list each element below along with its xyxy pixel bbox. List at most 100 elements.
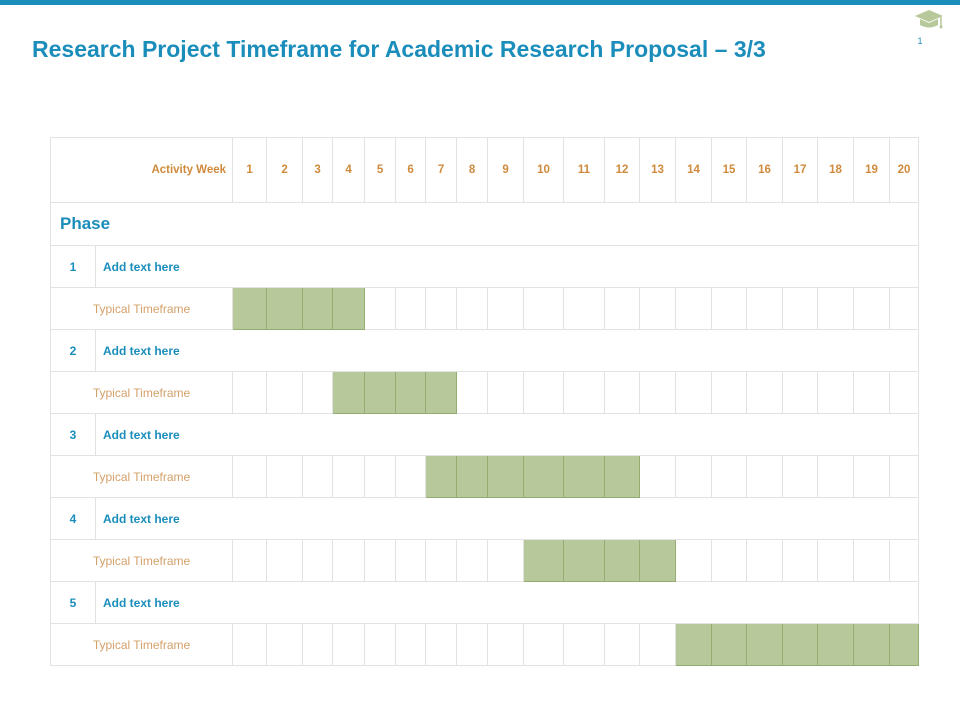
timeframe-bar-cell [364,371,397,414]
phase-item-label[interactable]: Add text here [95,497,919,540]
timeframe-cell [853,287,891,330]
timeframe-cell [395,455,427,498]
week-header: 11 [563,137,606,203]
timeframe-bar-cell [302,287,334,330]
timeframe-cell [266,371,304,414]
timeframe-cell [456,623,489,666]
timeframe-cell [604,623,641,666]
phase-item-label[interactable]: Add text here [95,329,919,372]
timeframe-cell [232,623,268,666]
timeframe-cell [302,455,334,498]
phase-item-row: 1 Add text here [50,245,919,288]
week-header: 14 [675,137,713,203]
timeframe-bar-cell [604,539,641,582]
phase-number: 1 [50,245,96,288]
timeframe-bar-cell [487,455,525,498]
timeframe-cell [639,455,677,498]
timeframe-bar-cell [817,623,855,666]
timeframe-cell [639,287,677,330]
timeframe-bar-cell [889,623,919,666]
timeframe-cell [332,455,366,498]
timeframe-cell [395,287,427,330]
timeframe-cell [266,623,304,666]
timeframe-bar-cell [563,539,606,582]
timeframe-bar-cell [332,371,366,414]
week-header: 1 [232,137,268,203]
timeframe-bar-cell [639,539,677,582]
timeframe-cell [302,539,334,582]
page-title: Research Project Timeframe for Academic … [32,36,766,62]
week-header: 7 [425,137,458,203]
phase-item-row: 3 Add text here [50,413,919,456]
timeframe-row: Typical Timeframe [49,371,919,414]
week-header: 15 [711,137,748,203]
timeframe-bar-cell [675,623,713,666]
week-header: 20 [889,137,919,203]
timeframe-cell [711,287,748,330]
timeframe-cell [425,623,458,666]
timeframe-label: Typical Timeframe [49,371,234,414]
timeframe-cell [425,287,458,330]
timeframe-cell [332,623,366,666]
timeframe-label: Typical Timeframe [49,287,234,330]
timeframe-row: Typical Timeframe [49,623,919,666]
timeframe-cell [456,371,489,414]
timeframe-bar-cell [232,287,268,330]
timeframe-cell [487,371,525,414]
phase-item-row: 2 Add text here [50,329,919,372]
timeframe-cell [746,287,784,330]
timeframe-cell [364,623,397,666]
timeframe-cell [425,539,458,582]
week-header: 19 [853,137,891,203]
phase-item-row: 4 Add text here [50,497,919,540]
timeframe-bar-cell [456,455,489,498]
timeframe-cell [266,539,304,582]
timeframe-cell [853,539,891,582]
timeframe-cell [817,539,855,582]
timeframe-cell [817,287,855,330]
timeframe-label: Typical Timeframe [49,455,234,498]
week-header: 13 [639,137,677,203]
week-header-row: Activity Week 1 2 3 4 5 6 7 8 9 10 11 12 13 14 15 16 17 18… [49,137,919,203]
week-header: 3 [302,137,334,203]
phase-item-label[interactable]: Add text here [95,581,919,624]
timeframe-cell [711,539,748,582]
timeframe-cell [889,371,919,414]
timeframe-cell [817,455,855,498]
week-header: 4 [332,137,366,203]
timeframe-cell [853,371,891,414]
timeframe-cell [889,287,919,330]
timeframe-bar-cell [853,623,891,666]
timeframe-label: Typical Timeframe [49,539,234,582]
timeframe-bar-cell [782,623,819,666]
week-header: 2 [266,137,304,203]
timeframe-cell [232,455,268,498]
timeframe-cell [782,287,819,330]
timeframe-cell [675,539,713,582]
phase-number: 4 [50,497,96,540]
timeframe-bar-cell [563,455,606,498]
phase-item-label[interactable]: Add text here [95,413,919,456]
timeframe-cell [302,623,334,666]
timeframe-cell [523,371,565,414]
timeframe-cell [604,287,641,330]
phase-item-label[interactable]: Add text here [95,245,919,288]
week-header: 6 [395,137,427,203]
timeframe-cell [746,455,784,498]
phase-number: 5 [50,581,96,624]
timeframe-cell [782,455,819,498]
timeframe-cell [395,623,427,666]
timeframe-bar-cell [746,623,784,666]
timeframe-cell [487,287,525,330]
timeframe-cell [523,287,565,330]
timeframe-bar-cell [604,455,641,498]
timeframe-cell [332,539,366,582]
timeframe-bar-cell [523,539,565,582]
timeframe-cell [364,455,397,498]
timeframe-cell [456,539,489,582]
timeframe-cell [782,371,819,414]
timeframe-label: Typical Timeframe [49,623,234,666]
timeframe-cell [675,371,713,414]
timeframe-cell [853,455,891,498]
timeframe-cell [364,539,397,582]
